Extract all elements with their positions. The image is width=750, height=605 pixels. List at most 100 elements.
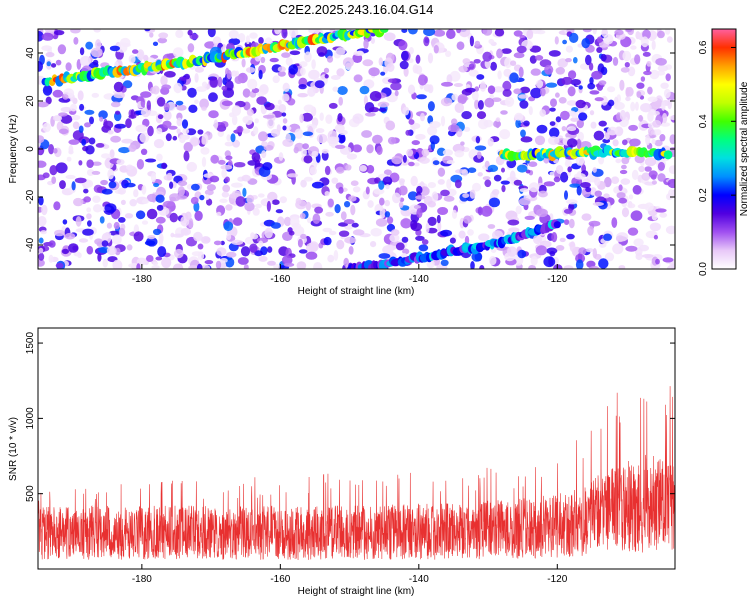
heatmap-cell bbox=[296, 261, 307, 269]
colorbar-tick-label: 0.2 bbox=[698, 188, 709, 202]
heatmap-cell bbox=[230, 133, 236, 143]
heatmap-cell bbox=[352, 113, 364, 124]
heatmap-cell bbox=[548, 136, 560, 146]
heatmap-cell bbox=[236, 125, 244, 133]
heatmap-cell bbox=[467, 229, 474, 236]
heatmap-cell bbox=[657, 161, 666, 171]
heatmap-cell bbox=[254, 203, 262, 209]
heatmap-cell bbox=[152, 228, 162, 236]
heatmap-cell bbox=[589, 77, 594, 85]
heatmap-cell bbox=[323, 236, 332, 246]
x-tick-label: -140 bbox=[409, 274, 429, 285]
heatmap-cell bbox=[480, 205, 493, 217]
snr-x-label: Height of straight line (km) bbox=[298, 586, 415, 597]
heatmap-cell bbox=[224, 141, 234, 147]
heatmap-cell bbox=[188, 104, 198, 114]
heatmap-ridge-cell bbox=[663, 150, 673, 160]
heatmap-cell bbox=[126, 244, 133, 251]
heatmap-cell bbox=[175, 29, 184, 39]
colorbar-label: Normalized spectral amplitude bbox=[739, 81, 750, 216]
heatmap-cell bbox=[322, 227, 333, 233]
heatmap-cell bbox=[359, 85, 370, 95]
heatmap-cell bbox=[221, 85, 228, 91]
heatmap-cell bbox=[81, 138, 87, 146]
heatmap-cell bbox=[45, 52, 55, 58]
heatmap-cell bbox=[336, 239, 345, 250]
heatmap-cell bbox=[104, 231, 112, 237]
heatmap-cell bbox=[567, 166, 572, 173]
heatmap-cell bbox=[364, 112, 376, 117]
heatmap-cell bbox=[182, 128, 190, 135]
heatmap-cell bbox=[304, 51, 312, 63]
heatmap-cell bbox=[635, 252, 643, 261]
heatmap-cell bbox=[638, 115, 643, 122]
heatmap-cell bbox=[168, 125, 178, 130]
heatmap-cell bbox=[55, 262, 64, 269]
heatmap-cell bbox=[440, 115, 446, 127]
heatmap-cell bbox=[655, 208, 667, 213]
y-tick-label: 500 bbox=[25, 485, 36, 502]
heatmap-cell bbox=[169, 193, 181, 202]
heatmap-cell bbox=[563, 208, 573, 214]
heatmap-cell bbox=[71, 181, 76, 191]
heatmap-cell bbox=[196, 263, 203, 269]
heatmap-cell bbox=[619, 169, 628, 175]
heatmap-cell bbox=[108, 181, 117, 189]
heatmap-cell bbox=[187, 43, 195, 53]
heatmap-cell bbox=[497, 70, 502, 80]
heatmap-cell bbox=[149, 32, 154, 38]
heatmap-cell bbox=[106, 246, 117, 256]
heatmap-cell bbox=[380, 71, 386, 76]
heatmap-cell bbox=[283, 216, 292, 227]
heatmap-cell bbox=[425, 222, 430, 233]
heatmap-cell bbox=[598, 258, 609, 269]
y-tick-label: 1000 bbox=[25, 407, 36, 430]
heatmap-cell bbox=[194, 73, 199, 83]
snr-series-line bbox=[38, 386, 675, 560]
heatmap-cell bbox=[178, 263, 183, 269]
heatmap-cell bbox=[383, 169, 392, 176]
heatmap-cell bbox=[281, 29, 288, 39]
heatmap-cell bbox=[109, 149, 115, 159]
heatmap-cell bbox=[578, 247, 587, 255]
heatmap-cell bbox=[615, 235, 625, 243]
heatmap-cell bbox=[311, 150, 319, 158]
heatmap-cell bbox=[246, 108, 254, 117]
heatmap-cell bbox=[427, 101, 435, 112]
heatmap-cell bbox=[649, 222, 662, 232]
heatmap-cell bbox=[216, 247, 227, 256]
heatmap-cell bbox=[300, 233, 307, 240]
heatmap-cell bbox=[666, 193, 673, 201]
heatmap-cell bbox=[201, 156, 207, 168]
heatmap-cell bbox=[619, 79, 625, 91]
heatmap-cell bbox=[289, 29, 299, 38]
heatmap-cell bbox=[441, 81, 453, 87]
heatmap-cell bbox=[61, 248, 69, 255]
heatmap-cell bbox=[350, 204, 356, 216]
heatmap-cell bbox=[432, 160, 440, 166]
heatmap-cell bbox=[330, 75, 341, 80]
x-tick-label: -120 bbox=[547, 274, 567, 285]
heatmap-cell bbox=[416, 185, 423, 194]
heatmap-cell bbox=[83, 188, 89, 194]
heatmap-cell bbox=[195, 86, 208, 92]
heatmap-cell bbox=[156, 97, 166, 107]
heatmap-cell bbox=[611, 176, 620, 184]
heatmap-cell bbox=[314, 206, 323, 214]
heatmap-cell bbox=[301, 147, 307, 158]
heatmap-cell bbox=[648, 170, 658, 179]
heatmap-cell bbox=[272, 75, 280, 84]
heatmap-cell bbox=[530, 68, 541, 76]
heatmap-cell bbox=[548, 50, 561, 57]
heatmap-cell bbox=[256, 91, 265, 97]
heatmap-cell bbox=[618, 265, 626, 269]
snr-y-ticks: 500 1000 1500 bbox=[25, 332, 675, 502]
heatmap-cell bbox=[325, 211, 334, 217]
heatmap-cell bbox=[247, 160, 257, 166]
heatmap-cell bbox=[162, 120, 172, 128]
y-tick-label: -40 bbox=[25, 237, 36, 252]
heatmap-cell bbox=[68, 139, 80, 145]
heatmap-cell bbox=[484, 97, 495, 108]
heatmap-cell bbox=[156, 204, 164, 211]
heatmap-cell bbox=[146, 100, 151, 111]
